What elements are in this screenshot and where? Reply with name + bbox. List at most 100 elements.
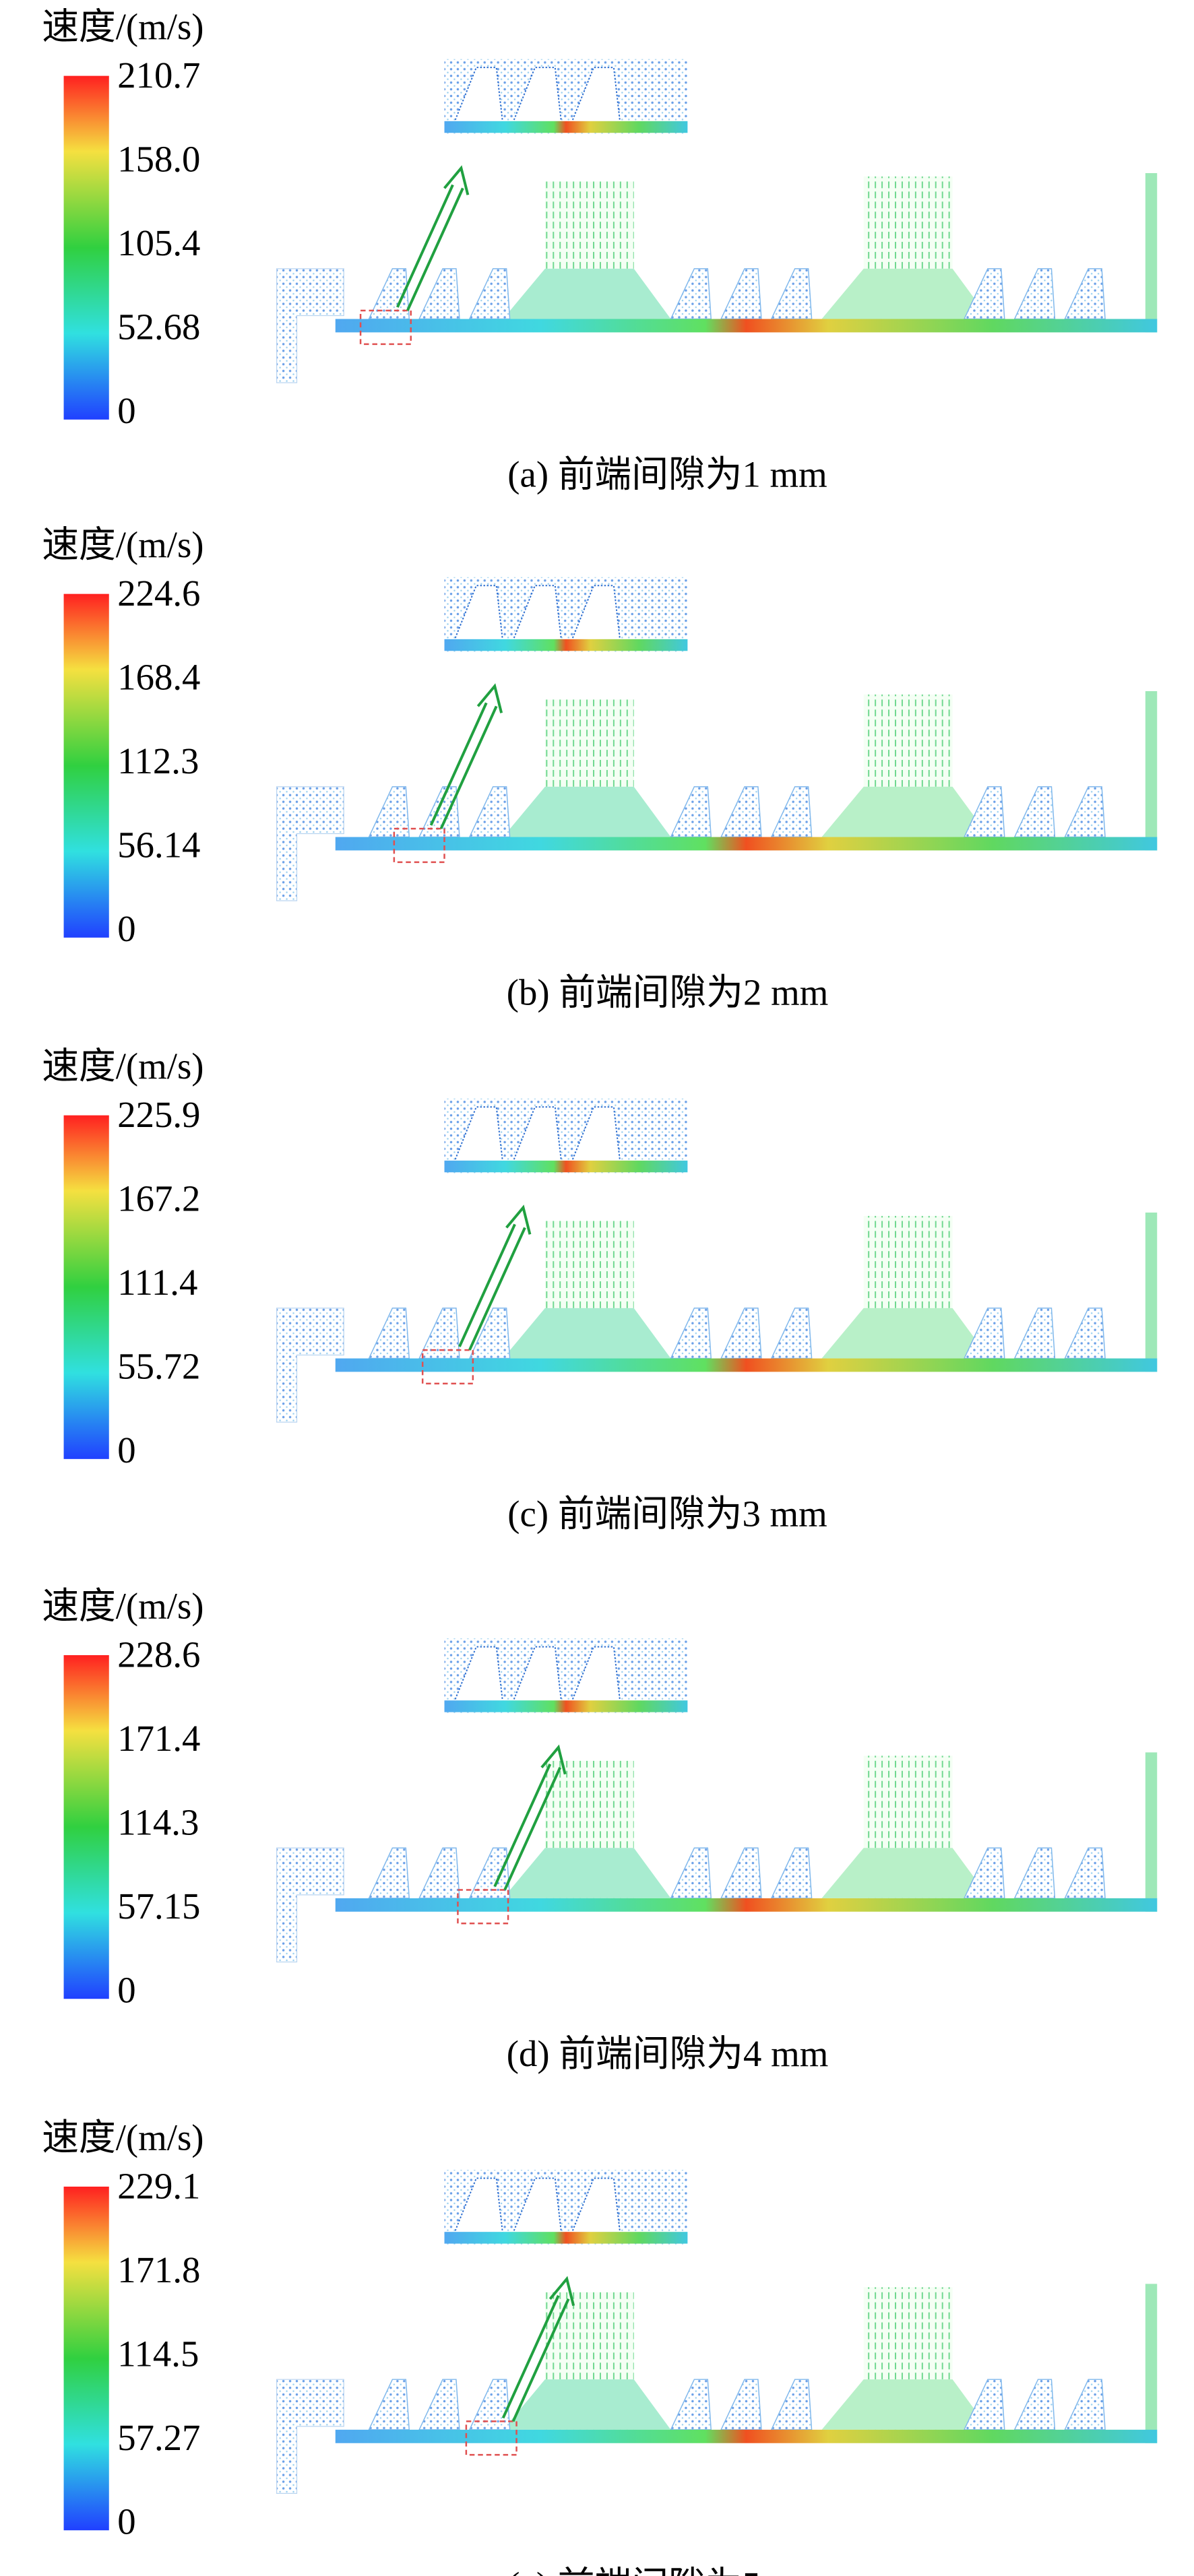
colorbar-tick-label: 111.4 [117,1262,197,1303]
colorbar-tick-label: 105.4 [117,222,200,263]
blade [720,2379,762,2430]
colorbar-tick-label: 55.72 [117,1346,200,1387]
colorbar-tick-label: 0 [117,1429,135,1471]
outlet-pipe [1145,2284,1158,2443]
colorbar [63,75,109,420]
legend-title: 速度/(m/s) [42,1045,203,1087]
channel [335,2429,1158,2443]
inset-flow [444,121,688,133]
zoom-arrow [396,165,470,311]
channel [335,837,1158,851]
blade [468,786,511,838]
blade [670,2379,712,2430]
panel: 速度/(m/s) 224.6 168.4 112.3 56.14 0 (b) 前端间隙为2 … [42,524,1158,1013]
tower-base [821,2379,990,2430]
inset-flow [444,2232,688,2244]
colorbar-tick-label: 171.8 [117,2249,200,2290]
blade [1064,1308,1106,1359]
blade [468,268,511,320]
colorbar-tick-label: 229.1 [117,2166,200,2207]
blade [670,1847,712,1899]
zoom-box [465,2420,517,2456]
zoom-arrow [501,2276,575,2422]
outlet-pipe [1145,172,1158,333]
legend-title: 速度/(m/s) [42,524,203,565]
zoom-inset [444,59,688,135]
zoom-inset [444,577,688,653]
outlet-pipe [1145,1213,1158,1372]
legend-title: 速度/(m/s) [42,1585,203,1626]
colorbar-tick-label: 0 [117,1969,135,2010]
colorbar-tick-label: 112.3 [117,740,199,781]
blade [1064,786,1106,838]
zoom-arrow [429,683,503,829]
outlet-pipe [1145,1752,1158,1912]
blade [670,268,712,320]
blade [720,786,762,838]
tower-base [503,268,671,319]
blade [1013,2379,1056,2430]
colorbar-tick-label: 0 [117,390,135,431]
tower-base [503,786,671,837]
legend-title: 速度/(m/s) [42,6,203,47]
tower-base [503,2379,671,2430]
colorbar-tick-label: 228.6 [117,1634,200,1675]
colorbar-tick-label: 210.7 [117,55,200,96]
caption: (b) 前端间隙为2 mm [507,972,829,1013]
blade [720,1308,762,1359]
blade [368,2379,410,2430]
channel [335,319,1158,333]
colorbar-tick-label: 114.3 [117,1801,199,1842]
colorbar-tick-label: 57.15 [117,1886,200,1927]
inlet [276,1847,344,1963]
colorbar-tick-label: 56.14 [117,825,200,866]
blade [770,2379,813,2430]
blade [1064,1847,1106,1899]
blade [468,1308,511,1359]
blade [720,1847,762,1899]
blade [770,1847,813,1899]
zoom-box [457,1889,509,1925]
inset-flow [444,639,688,651]
colorbar-tick-label: 52.68 [117,306,200,347]
colorbar-tick-label: 0 [117,2501,135,2542]
tower-base [821,786,990,837]
panel: 速度/(m/s) 229.1 171.8 114.5 57.27 0 (e) 前端间隙为5 … [42,2117,1158,2576]
colorbar [63,2186,109,2531]
blade [1064,268,1106,320]
zoom-inset [444,1098,688,1174]
legend-title: 速度/(m/s) [42,2117,203,2158]
flow-field [276,577,1158,901]
blade [770,268,813,320]
blade [418,1847,460,1899]
zoom-box [421,1349,474,1385]
colorbar [63,1655,109,1999]
inlet [276,268,344,383]
flow-field [276,1098,1158,1423]
blade [368,1847,410,1899]
flow-field [276,1638,1158,1963]
colorbar-tick-label: 224.6 [117,573,200,614]
outlet-pipe [1145,691,1158,851]
colorbar-tick-label: 167.2 [117,1178,200,1219]
colorbar-tick-label: 171.4 [117,1718,200,1759]
blade [770,1308,813,1359]
panel: 速度/(m/s) 210.7 158.0 105.4 52.68 0 (a) 前端间隙为1 … [42,6,1158,494]
channel [335,1898,1158,1912]
zoom-inset [444,2170,688,2246]
blade [1013,1308,1056,1359]
panel: 速度/(m/s) 225.9 167.2 111.4 55.72 0 (c) 前端间隙为3 … [42,1045,1158,1535]
blade [368,1308,410,1359]
blade [670,1308,712,1359]
tower-base [821,1848,990,1898]
blade [670,786,712,838]
colorbar [63,1115,109,1459]
blade [1013,268,1056,320]
caption: (a) 前端间隙为1 mm [507,453,827,494]
zoom-arrow [493,1744,567,1891]
colorbar [63,593,109,938]
panel: 速度/(m/s) 228.6 171.4 114.3 57.15 0 (d) 前端间隙为4 … [42,1585,1158,2074]
inset-flow [444,1160,688,1173]
blade [720,268,762,320]
